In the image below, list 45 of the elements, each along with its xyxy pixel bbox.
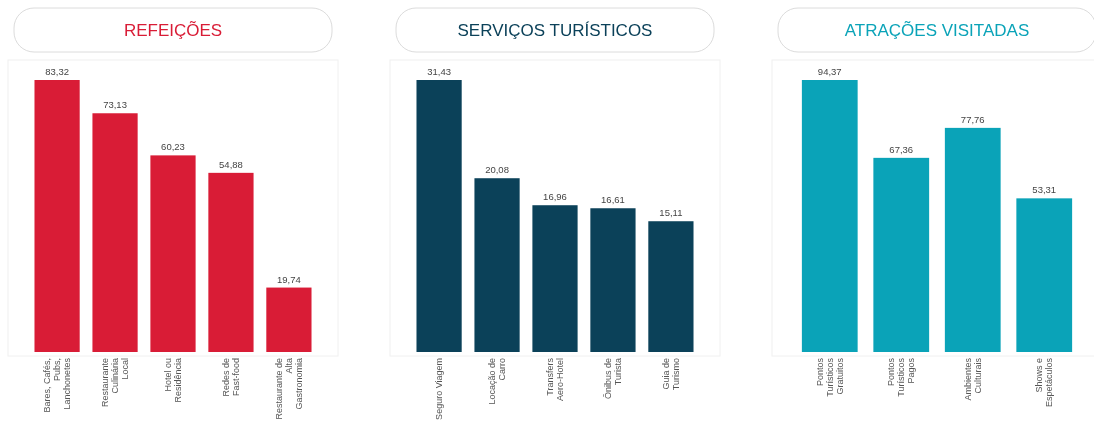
bar	[1016, 198, 1073, 352]
x-tick-label: Restaurante de Alta Gastronomia	[273, 358, 304, 420]
x-tick-label: Ambientes Culturais	[962, 357, 983, 401]
bar	[873, 157, 930, 352]
chart-title: ATRAÇÕES VISITADAS	[844, 21, 1030, 40]
data-label: 15,11	[659, 207, 683, 219]
bar	[150, 155, 196, 352]
bar	[416, 80, 462, 352]
chart-title: SERVIÇOS TURÍSTICOS	[457, 21, 653, 40]
bar	[92, 113, 138, 352]
x-tick-label: Ônibus de Turista	[602, 358, 623, 400]
x-tick-label: Redes de Fast-food	[220, 358, 241, 397]
bar	[34, 80, 80, 352]
x-tick-label: Seguro Viagem	[434, 358, 445, 420]
data-label: 19,74	[277, 273, 301, 285]
data-label: 53,31	[1032, 184, 1057, 196]
chart-title: REFEIÇÕES	[123, 21, 223, 40]
x-tick-label: Pontos Turísticos Pagos	[886, 357, 917, 397]
bar	[208, 172, 254, 352]
data-label: 73,13	[103, 99, 127, 111]
bar	[648, 221, 694, 352]
x-tick-label: Guia de Turismo	[660, 358, 681, 391]
x-tick-label: Shows e Espetáculos	[1034, 357, 1055, 408]
x-tick-label: Locação de Carro	[487, 358, 508, 405]
data-label: 54,88	[219, 158, 243, 170]
x-tick-label: Restaurante Culinária Local	[100, 358, 131, 408]
x-tick-label: Transfers Aero-Hotel	[545, 357, 565, 402]
data-label: 20,08	[485, 164, 509, 176]
bar	[590, 208, 636, 352]
data-label: 16,61	[601, 194, 625, 206]
bar	[266, 287, 312, 352]
x-tick-label: Bares, Cafés, Pubs, Lanchonetes	[42, 357, 73, 413]
x-tick-label: Pontos Turísticos Gratuitos	[814, 357, 845, 397]
data-label: 60,23	[161, 141, 185, 153]
data-label: 94,37	[817, 66, 842, 77]
bar	[474, 178, 520, 352]
data-label: 16,96	[543, 191, 567, 203]
bar	[532, 205, 578, 352]
bar	[801, 80, 858, 352]
data-label: 83,32	[45, 66, 69, 77]
bar	[944, 127, 1001, 352]
data-label: 67,36	[889, 143, 914, 155]
data-label: 77,76	[960, 113, 985, 125]
data-label: 31,43	[427, 66, 451, 77]
x-tick-label: Hotel ou Residência	[163, 358, 183, 403]
